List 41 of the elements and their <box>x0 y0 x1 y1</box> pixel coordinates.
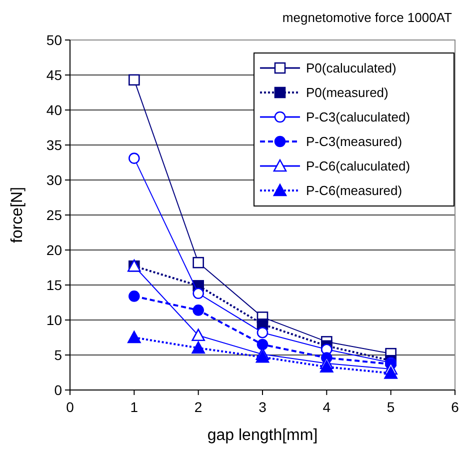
x-tick-label: 6 <box>451 399 460 415</box>
y-tick-label: 50 <box>46 32 62 48</box>
y-tick-label: 10 <box>46 312 62 328</box>
y-tick-label: 45 <box>46 66 62 83</box>
x-tick-label: 5 <box>386 399 395 415</box>
x-tick-label: 3 <box>258 399 267 415</box>
point <box>192 328 205 342</box>
point <box>256 338 268 350</box>
point <box>192 341 205 354</box>
y-tick-label: 15 <box>46 276 62 293</box>
point <box>128 74 140 86</box>
legend-label: P-C6(caluculated) <box>306 158 410 174</box>
chart-title: megnetomotive force 1000AT <box>282 10 452 25</box>
legend-label: P0(caluculated) <box>306 60 396 76</box>
x-tick-label: 4 <box>322 399 331 415</box>
point <box>384 366 398 379</box>
point <box>128 152 140 164</box>
x-tick-label: 1 <box>130 399 138 415</box>
y-tick-label: 35 <box>46 136 62 153</box>
point <box>256 350 270 363</box>
y-tick-label: 25 <box>46 206 62 223</box>
point <box>192 256 204 268</box>
point <box>128 290 140 302</box>
y-tick-label: 40 <box>46 102 62 118</box>
y-tick-label: 0 <box>54 382 62 398</box>
legend-label: P-C3(caluculated) <box>306 110 410 125</box>
x-axis-title: gap length[mm] <box>207 427 318 444</box>
point <box>128 330 141 344</box>
y-tick-label: 20 <box>46 242 62 258</box>
y-tick-label: 30 <box>46 172 62 188</box>
point <box>192 288 204 300</box>
y-tick-label: 5 <box>54 346 62 363</box>
point <box>320 360 334 373</box>
legend-label: P-C3(measured) <box>306 134 402 150</box>
x-tick-label: 0 <box>66 399 74 415</box>
legend-label: P-C6(measured) <box>306 183 402 198</box>
point <box>256 326 268 338</box>
x-tick-label: 2 <box>194 399 202 415</box>
legend-label: P0(measured) <box>306 85 388 100</box>
y-axis-title: force[N] <box>9 186 26 244</box>
point <box>192 304 204 316</box>
